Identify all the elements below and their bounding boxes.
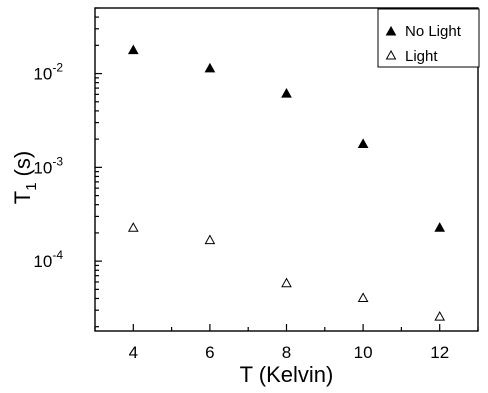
x-tick-label: 4	[129, 343, 138, 362]
point-light	[357, 292, 369, 303]
x-axis-ticks: 4 6 8 10 12	[94, 324, 479, 362]
point-light	[127, 222, 139, 232]
legend-marker-no-light	[385, 25, 397, 36]
y-axis-title-main: T	[10, 191, 35, 204]
x-tick-label: 10	[354, 343, 373, 362]
y-tick-label: 10-2	[33, 61, 63, 84]
x-tick-label: 8	[282, 343, 291, 362]
legend-label-no-light: No Light	[405, 23, 462, 40]
y-axis-ticks: 10-4 10-3 10-2	[33, 7, 102, 328]
point-no-light	[127, 44, 139, 55]
legend: No Light Light	[377, 8, 480, 68]
data-points	[127, 44, 446, 321]
point-light	[204, 234, 216, 245]
y-axis-title: T1 (s)	[10, 151, 40, 204]
x-tick-label: 12	[430, 343, 449, 362]
y-axis-title-subscript: 1	[23, 182, 40, 190]
legend-marker-light	[385, 49, 397, 60]
point-no-light	[357, 138, 369, 148]
y-axis-title-unit: (s)	[10, 151, 35, 177]
point-light	[281, 277, 292, 288]
legend-label-light: Light	[405, 48, 438, 65]
y-tick-label: 10-3	[33, 154, 63, 177]
point-light	[434, 310, 446, 321]
point-no-light	[434, 222, 446, 232]
point-no-light	[204, 62, 216, 73]
x-tick-label: 6	[205, 343, 214, 362]
y-tick-label: 10-4	[33, 248, 63, 271]
point-no-light	[281, 87, 292, 98]
x-axis-title: T (Kelvin)	[240, 362, 334, 387]
